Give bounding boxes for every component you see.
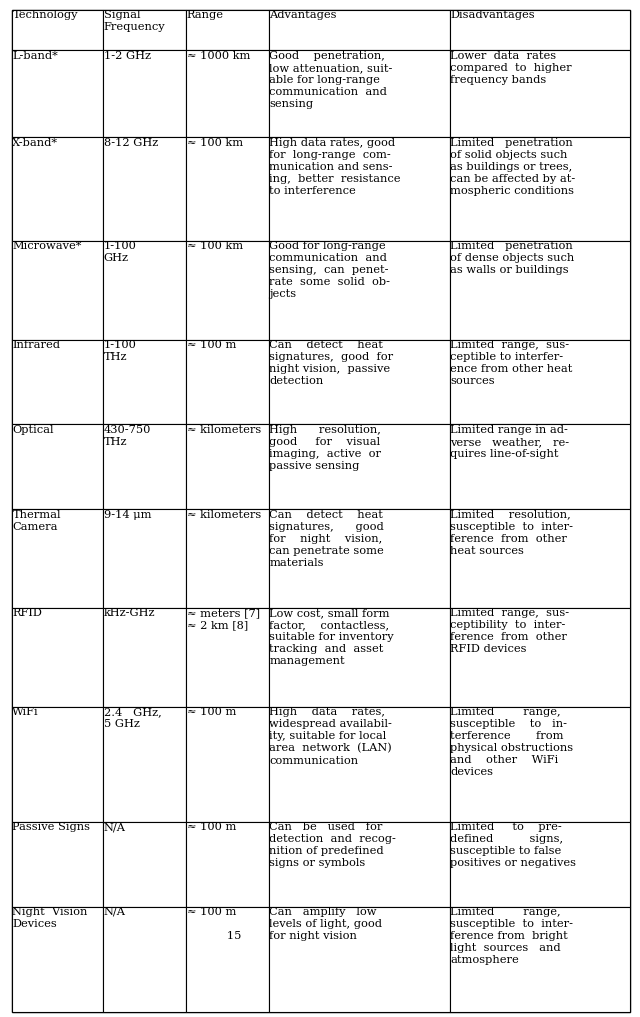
Bar <box>186 340 269 424</box>
Bar <box>449 137 630 241</box>
Text: 430-750
THz: 430-750 THz <box>104 425 151 446</box>
Bar <box>12 822 104 906</box>
Bar <box>269 510 449 608</box>
Bar <box>269 241 449 340</box>
Text: Can   amplify   low
levels of light, good
for night vision: Can amplify low levels of light, good fo… <box>269 907 383 941</box>
Text: Night  Vision
Devices: Night Vision Devices <box>12 907 88 929</box>
Bar <box>269 137 449 241</box>
Text: ≈ kilometers: ≈ kilometers <box>187 425 261 434</box>
Bar <box>104 424 186 510</box>
Bar <box>186 51 269 137</box>
Text: Can    detect    heat
signatures,  good  for
night vision,  passive
detection: Can detect heat signatures, good for nig… <box>269 340 394 386</box>
Bar <box>186 137 269 241</box>
Text: 1-100
THz: 1-100 THz <box>104 340 137 362</box>
Bar <box>104 707 186 822</box>
Text: Limited        range,
susceptible    to   in-
terference       from
physical obs: Limited range, susceptible to in- terfer… <box>450 707 573 777</box>
Text: Can    detect    heat
signatures,      good
for    night    vision,
can penetrat: Can detect heat signatures, good for nig… <box>269 510 384 567</box>
Bar <box>104 510 186 608</box>
Text: Technology: Technology <box>12 10 78 20</box>
Text: Infrared: Infrared <box>12 340 60 350</box>
Text: X-band*: X-band* <box>12 137 58 147</box>
Bar <box>269 906 449 1012</box>
Text: Limited    resolution,
susceptible  to  inter-
ference  from  other
heat sources: Limited resolution, susceptible to inter… <box>450 510 573 555</box>
Text: ≈ 100 km: ≈ 100 km <box>187 137 243 147</box>
Bar <box>449 608 630 707</box>
Bar <box>12 241 104 340</box>
Text: Thermal
Camera: Thermal Camera <box>12 510 61 532</box>
Text: Low cost, small form
factor,    contactless,
suitable for inventory
tracking  an: Low cost, small form factor, contactless… <box>269 608 394 666</box>
Bar <box>269 707 449 822</box>
Text: Advantages: Advantages <box>269 10 337 20</box>
Text: Can   be   used   for
detection  and  recog-
nition of predefined
signs or symbo: Can be used for detection and recog- nit… <box>269 822 396 869</box>
Text: High    data    rates,
widespread availabil-
ity, suitable for local
area  netwo: High data rates, widespread availabil- i… <box>269 707 392 766</box>
Bar <box>449 510 630 608</box>
Bar <box>104 822 186 906</box>
Text: Limited     to    pre-
defined          signs,
susceptible to false
positives or: Limited to pre- defined signs, susceptib… <box>450 822 576 869</box>
Bar <box>104 608 186 707</box>
Text: Limited   penetration
of dense objects such
as walls or buildings: Limited penetration of dense objects suc… <box>450 241 574 276</box>
Bar <box>12 608 104 707</box>
Text: Good for long-range
communication  and
sensing,  can  penet-
rate  some  solid  : Good for long-range communication and se… <box>269 241 390 299</box>
Text: ≈ 1000 km: ≈ 1000 km <box>187 51 250 61</box>
Text: ≈ 100 m: ≈ 100 m <box>187 340 236 350</box>
Bar <box>269 424 449 510</box>
Text: RFID: RFID <box>12 608 42 618</box>
Bar <box>12 424 104 510</box>
Bar <box>269 822 449 906</box>
Text: 2.4   GHz,
5 GHz: 2.4 GHz, 5 GHz <box>104 707 162 729</box>
Bar <box>449 424 630 510</box>
Bar <box>186 10 269 51</box>
Bar <box>269 608 449 707</box>
Text: Limited range in ad-
verse   weather,   re-
quires line-of-sight: Limited range in ad- verse weather, re- … <box>450 425 569 459</box>
Bar <box>12 10 104 51</box>
Text: ≈ 100 m: ≈ 100 m <box>187 822 236 832</box>
Text: ≈ 100 m

           15: ≈ 100 m 15 <box>187 907 241 941</box>
Bar <box>12 51 104 137</box>
Text: Disadvantages: Disadvantages <box>450 10 534 20</box>
Bar <box>12 510 104 608</box>
Bar <box>186 707 269 822</box>
Text: WiFi: WiFi <box>12 707 39 717</box>
Text: High data rates, good
for  long-range  com-
munication and sens-
ing,  better  r: High data rates, good for long-range com… <box>269 137 401 195</box>
Text: ≈ 100 m: ≈ 100 m <box>187 707 236 717</box>
Text: ≈ 100 km: ≈ 100 km <box>187 241 243 251</box>
Text: ≈ kilometers: ≈ kilometers <box>187 510 261 520</box>
Text: N/A: N/A <box>104 822 126 832</box>
Text: Signal
Frequency: Signal Frequency <box>104 10 166 33</box>
Bar <box>186 906 269 1012</box>
Bar <box>186 424 269 510</box>
Text: Passive Signs: Passive Signs <box>12 822 90 832</box>
Text: kHz-GHz: kHz-GHz <box>104 608 156 618</box>
Text: Limited        range,
susceptible  to  inter-
ference from  bright
light  source: Limited range, susceptible to inter- fer… <box>450 907 573 965</box>
Text: L-band*: L-band* <box>12 51 58 61</box>
Bar <box>104 340 186 424</box>
Bar <box>269 340 449 424</box>
Bar <box>269 10 449 51</box>
Bar <box>12 137 104 241</box>
Bar <box>104 10 186 51</box>
Bar <box>104 241 186 340</box>
Bar <box>104 51 186 137</box>
Bar <box>449 10 630 51</box>
Text: Limited  range,  sus-
ceptibility  to  inter-
ference  from  other
RFID devices: Limited range, sus- ceptibility to inter… <box>450 608 569 654</box>
Bar <box>186 510 269 608</box>
Text: 8-12 GHz: 8-12 GHz <box>104 137 158 147</box>
Text: Lower  data  rates
compared  to  higher
frequency bands: Lower data rates compared to higher freq… <box>450 51 572 84</box>
Bar <box>449 707 630 822</box>
Text: 1-100
GHz: 1-100 GHz <box>104 241 137 263</box>
Text: N/A: N/A <box>104 907 126 917</box>
Text: ≈ meters [7]
≈ 2 km [8]: ≈ meters [7] ≈ 2 km [8] <box>187 608 260 631</box>
Text: Good    penetration,
low attenuation, suit-
able for long-range
communication  a: Good penetration, low attenuation, suit-… <box>269 51 393 109</box>
Bar <box>104 137 186 241</box>
Bar <box>186 822 269 906</box>
Text: Range: Range <box>187 10 223 20</box>
Text: High      resolution,
good     for    visual
imaging,  active  or
passive sensin: High resolution, good for visual imaging… <box>269 425 381 471</box>
Bar <box>12 707 104 822</box>
Bar <box>12 906 104 1012</box>
Bar <box>186 241 269 340</box>
Bar <box>449 340 630 424</box>
Bar <box>449 241 630 340</box>
Text: Microwave*: Microwave* <box>12 241 82 251</box>
Bar <box>449 822 630 906</box>
Bar <box>12 340 104 424</box>
